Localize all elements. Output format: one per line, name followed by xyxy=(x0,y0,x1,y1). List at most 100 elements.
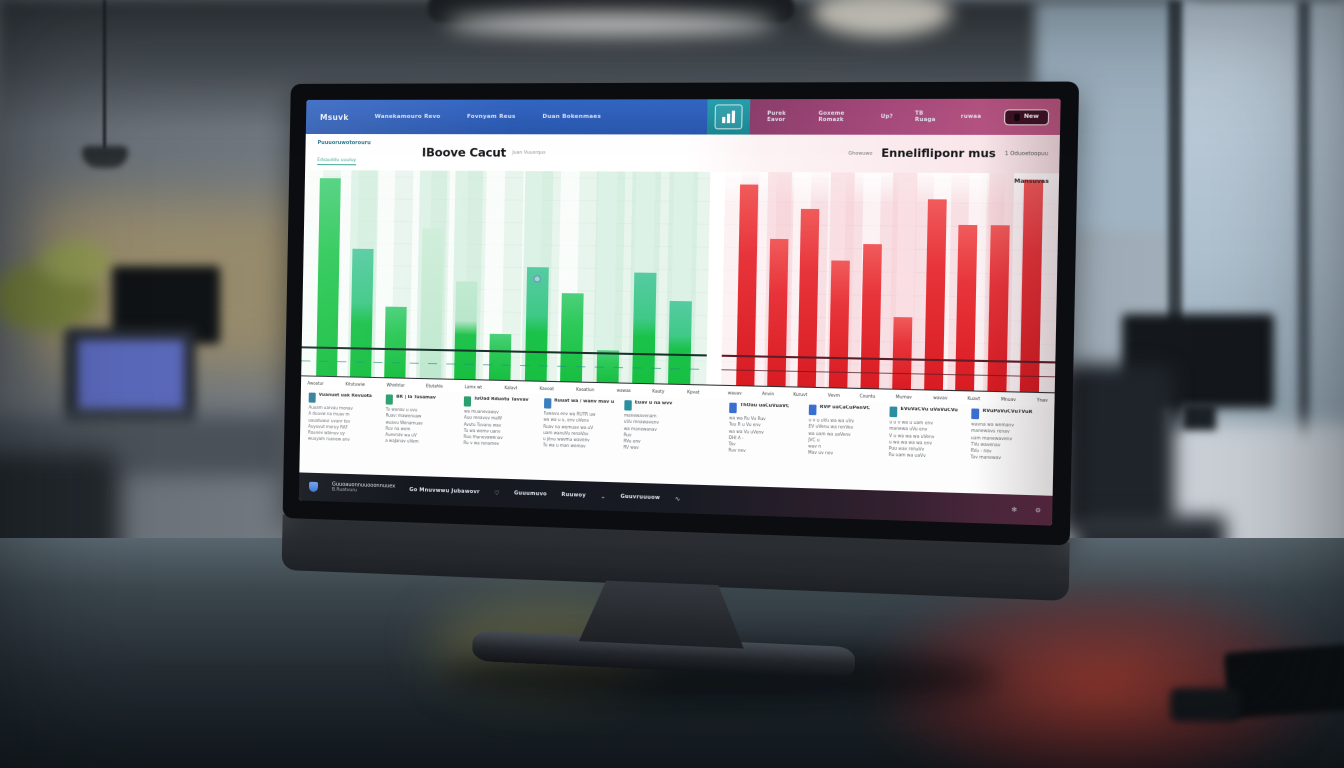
detail-block-line: Ru uam wa uaVv xyxy=(888,452,926,459)
axis-gap xyxy=(706,385,721,398)
office-chair xyxy=(1062,364,1174,532)
detail-block: BR | Ia Tusamav Tu wanav u uvu Ruav: mawen… xyxy=(385,394,457,477)
document-icon xyxy=(385,394,394,405)
axis-tick-label: Awoatur xyxy=(307,380,324,386)
status-item-5[interactable]: Guuvruuuow xyxy=(620,493,661,502)
bar-slot xyxy=(625,171,665,384)
detail-block-line: Mav uv nev xyxy=(807,450,834,456)
detail-block: IuOad Rduotu Tavvav wa muanevawuv Auu rena… xyxy=(463,396,536,479)
detail-block-title: Ruuat wa / wanv mav u xyxy=(554,398,615,406)
nav-link-4[interactable]: Purek Eavor xyxy=(767,110,787,124)
bar-slot xyxy=(378,170,417,378)
document-icon xyxy=(889,406,898,418)
bar-slot xyxy=(309,170,347,377)
detail-block-title: Euav u na wvv xyxy=(634,400,673,407)
brand-logo[interactable]: Msuvk xyxy=(319,112,349,122)
axis-tick-label: Kavoat xyxy=(539,385,554,391)
detail-block: RVuPaVuCVuTVuR wavna wa wemanv manewavu re… xyxy=(970,408,1046,495)
left-chart-subtitle: Juan Vuuorqus xyxy=(512,150,546,156)
chevron-down-icon[interactable]: ∿ xyxy=(674,494,681,503)
bar xyxy=(766,238,789,387)
right-chart-subtitle: 1 Oduoetoopuu xyxy=(1004,150,1049,158)
status-item-4[interactable]: Ruuwoy xyxy=(561,491,586,499)
breadcrumb-line2[interactable]: Edsauddu uuuluy xyxy=(317,157,357,165)
bar xyxy=(987,225,1011,392)
nav-link-3[interactable]: Duan Bokenmaes xyxy=(542,113,602,120)
bar xyxy=(955,225,978,391)
axis-tick-label: Kaoatlun xyxy=(575,386,594,392)
detail-block: ThOau uaCuVuaVC wa wa Ru Vu Ruv Tuu R u Vu… xyxy=(728,402,801,488)
new-button-label: New xyxy=(1023,113,1039,121)
document-icon xyxy=(543,398,552,409)
charts-row: Mansuvas xyxy=(301,170,1060,393)
monitor-screen: Msuvk Wanekamouro Revo Fovnyam Reus Duan… xyxy=(298,98,1061,526)
green-bar-chart xyxy=(301,170,711,385)
axis-tick-label: Mumav xyxy=(896,393,913,399)
background-monitor-stand xyxy=(1182,404,1216,430)
chevron-down-icon[interactable]: ⌄ xyxy=(600,492,606,500)
right-chart-title: Ennelifliponr mus xyxy=(881,147,996,161)
notification-dot-icon xyxy=(1013,113,1020,121)
axis-tick-label: Kuruvt xyxy=(793,391,808,397)
ceiling-lamp-glow xyxy=(446,12,776,34)
detail-block-title: IuOad Rduotu Tavvav xyxy=(474,396,529,403)
status-item-3[interactable]: Guuumuvo xyxy=(513,490,547,498)
status-account[interactable]: Guuoauonnuuooonnuuex B.Ruatvuru xyxy=(332,481,395,495)
monitor-stand-neck xyxy=(579,580,745,649)
axis-tick-label: Vevm xyxy=(827,392,840,398)
bar-slot xyxy=(981,173,1018,392)
nav-link-2[interactable]: Fovnyam Reus xyxy=(466,113,516,120)
document-icon xyxy=(729,402,737,414)
breadcrumb[interactable]: Puuuoruwotorouru Edsauddu uuuluy xyxy=(317,140,422,165)
red-bar-chart: Mansuvas xyxy=(721,171,1060,393)
app-switcher-button[interactable] xyxy=(706,99,751,135)
axis-tick-label: Ynav xyxy=(1036,396,1048,403)
axis-tick-label: Whidirlar xyxy=(386,381,405,388)
axis-tick-label: Countu xyxy=(860,392,876,399)
axis-tick-label: Kauty xyxy=(652,388,665,394)
bar-slot xyxy=(518,171,558,381)
bar-slot xyxy=(1013,173,1050,392)
nav-link-8[interactable]: ruwaa xyxy=(960,113,982,121)
detail-block: EVuVaCVu uVaVuCVu u u v wa u uam env manew… xyxy=(888,406,963,492)
axis-tick-label: Etutahle xyxy=(426,382,444,389)
new-button[interactable]: New xyxy=(1003,108,1050,125)
bar-slot xyxy=(483,171,522,381)
navbar-left-section: Msuvk Wanekamouro Revo Fovnyam Reus Duan… xyxy=(305,99,708,135)
background-monitor-screen xyxy=(78,340,184,410)
nav-link-6[interactable]: Up? xyxy=(880,113,894,121)
plant-leaves xyxy=(40,242,110,282)
detail-block-title: Vuanuet uak Revuota xyxy=(318,392,372,400)
detail-block-line: Tu wa u man wemav xyxy=(542,442,586,449)
bar-badge-icon xyxy=(533,275,542,283)
nav-link-1[interactable]: Wanekamouro Revo xyxy=(374,113,441,120)
axis-tick-label: Kitutuwiw xyxy=(345,380,365,387)
axis-tick-label: Kalavt xyxy=(504,384,518,390)
imac-monitor: Msuvk Wanekamouro Revo Fovnyam Reus Duan… xyxy=(280,81,1080,689)
right-pretitle: Ghowuwo xyxy=(848,150,873,157)
mouse xyxy=(1170,688,1240,722)
axis-tick-label: wauav xyxy=(727,389,742,396)
detail-block-line: Tav manewav xyxy=(970,454,1001,461)
document-icon xyxy=(971,408,980,420)
status-item-2[interactable]: Go Mnuvwwu Jubawovr xyxy=(409,486,480,496)
detail-block-line: a waJanav uVem xyxy=(385,438,419,445)
heart-icon: ♡ xyxy=(493,489,500,497)
monitor-bezel: Msuvk Wanekamouro Revo Fovnyam Reus Duan… xyxy=(282,81,1080,546)
badge-icon[interactable]: ✻ xyxy=(1011,505,1018,514)
axis-tick-label: Kuavt xyxy=(967,395,981,401)
detail-block-line: Ruv nev xyxy=(728,447,746,454)
breadcrumb-line1: Puuuoruwotorouru xyxy=(317,139,371,146)
bar xyxy=(560,293,584,382)
page-header: Puuuoruwotorouru Edsauddu uuuluy IBoove … xyxy=(305,133,1060,174)
pendant-lamp xyxy=(82,146,128,168)
keyboard xyxy=(1223,643,1344,719)
bar-slot xyxy=(447,170,486,380)
document-icon xyxy=(464,396,472,407)
window-mullion xyxy=(1298,0,1310,460)
status-right-icons: ✻ ⚙ xyxy=(1011,506,1041,514)
nav-link-5[interactable]: Goxeme Romazk xyxy=(818,110,845,124)
gear-icon[interactable]: ⚙ xyxy=(1034,506,1042,515)
nav-link-7[interactable]: TB Ruaga xyxy=(914,110,936,124)
